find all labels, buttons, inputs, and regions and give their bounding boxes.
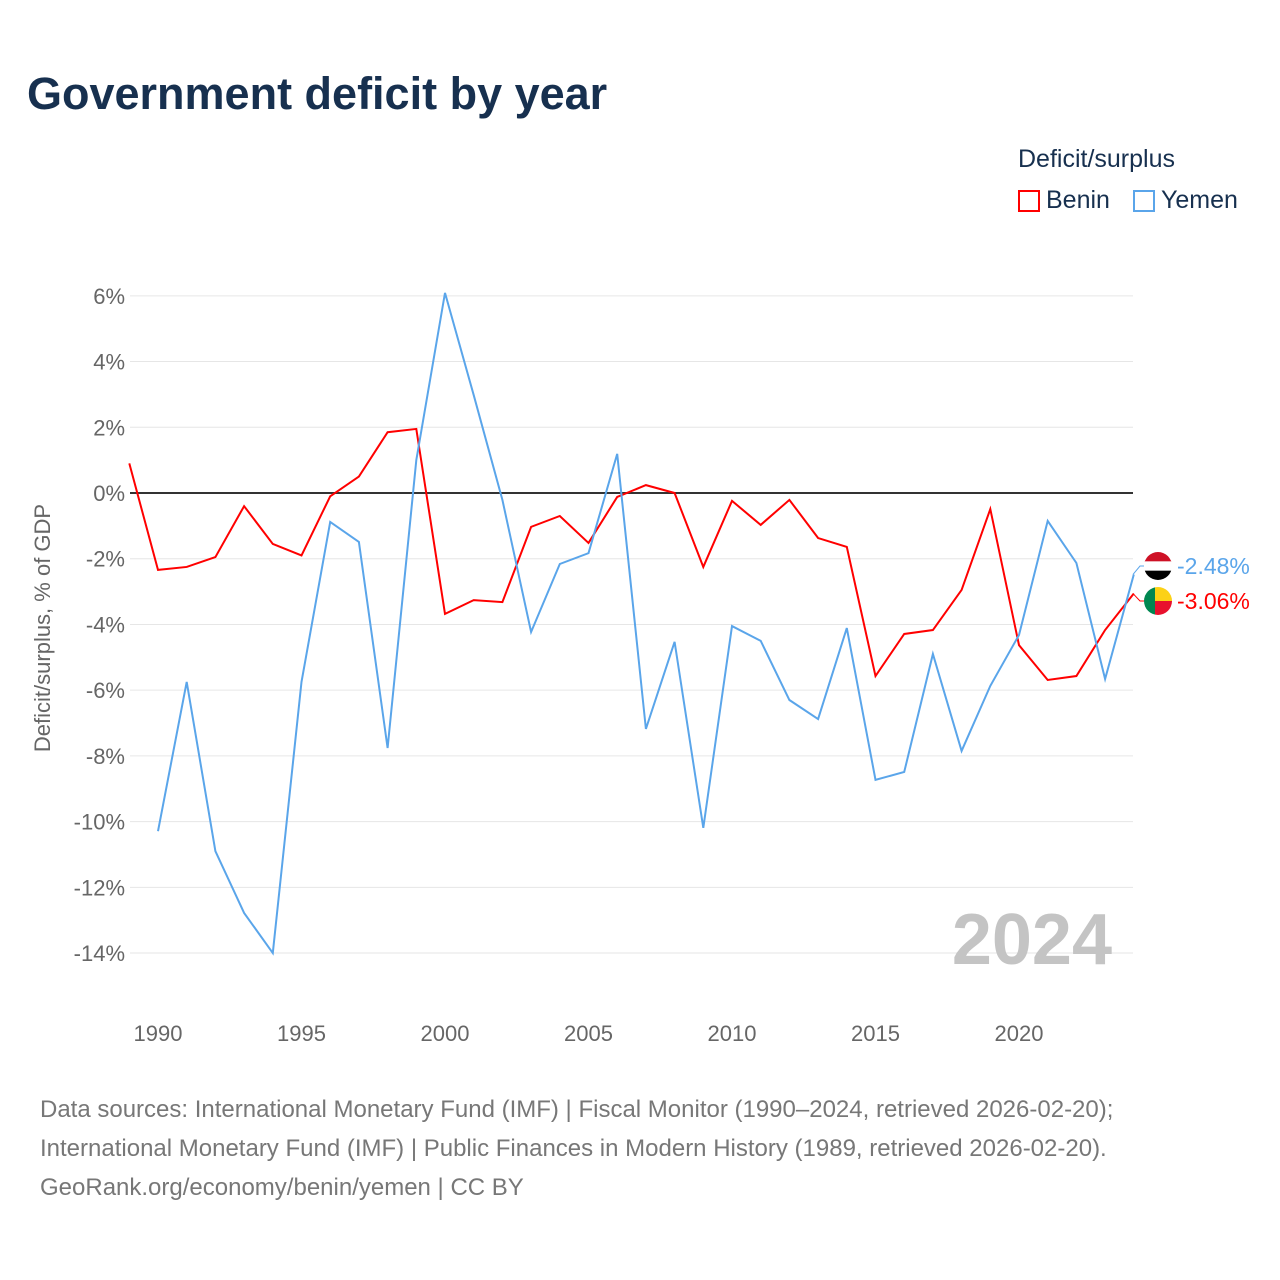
legend-item-benin[interactable]: Benin xyxy=(1018,186,1110,215)
legend-title: Deficit/surplus xyxy=(1018,145,1175,173)
y-tick-label: -4% xyxy=(86,612,125,637)
legend-label: Benin xyxy=(1046,186,1110,214)
source-line: International Monetary Fund (IMF) | Publ… xyxy=(40,1135,1107,1162)
source-line: Data sources: International Monetary Fun… xyxy=(40,1096,1114,1123)
connector-yemen xyxy=(1132,565,1144,575)
y-tick-label: -8% xyxy=(86,744,125,769)
y-tick-label: -10% xyxy=(74,810,125,835)
series-line-benin xyxy=(128,427,1135,682)
end-label-benin: -3.06% xyxy=(1177,588,1250,614)
x-tick-label: 2010 xyxy=(708,1021,757,1046)
y-tick-label: 4% xyxy=(93,350,125,375)
x-tick-label: 2005 xyxy=(564,1021,613,1046)
connector-benin xyxy=(1132,593,1144,602)
legend-label: Yemen xyxy=(1161,186,1238,214)
legend-item-yemen[interactable]: Yemen xyxy=(1133,186,1238,215)
y-tick-label: -6% xyxy=(86,678,125,703)
legend-swatch-yemen xyxy=(1133,189,1155,212)
yemen-flag-icon xyxy=(1144,552,1172,580)
attribution-link[interactable]: GeoRank.org/economy/benin/yemen | CC BY xyxy=(40,1174,524,1201)
y-tick-label: 6% xyxy=(93,284,125,309)
y-tick-label: 2% xyxy=(93,415,125,440)
series-line-yemen xyxy=(157,292,1135,956)
legend-swatch-benin xyxy=(1018,189,1040,212)
x-tick-label: 2015 xyxy=(851,1021,900,1046)
year-watermark: 2024 xyxy=(952,900,1112,980)
y-tick-label: -14% xyxy=(74,941,125,966)
x-tick-label: 2000 xyxy=(421,1021,470,1046)
x-tick-label: 2020 xyxy=(995,1021,1044,1046)
footer: Data sources: International Monetary Fun… xyxy=(40,1090,1113,1207)
y-tick-label: -12% xyxy=(74,875,125,900)
x-tick-label: 1995 xyxy=(277,1021,326,1046)
y-axis-label: Deficit/surplus, % of GDP xyxy=(30,504,55,752)
benin-flag-icon xyxy=(1144,587,1172,615)
end-label-yemen: -2.48% xyxy=(1177,553,1250,579)
y-tick-label: 0% xyxy=(93,481,125,506)
y-tick-label: -2% xyxy=(86,547,125,572)
x-tick-label: 1990 xyxy=(134,1021,183,1046)
chart-title: Government deficit by year xyxy=(27,68,608,119)
